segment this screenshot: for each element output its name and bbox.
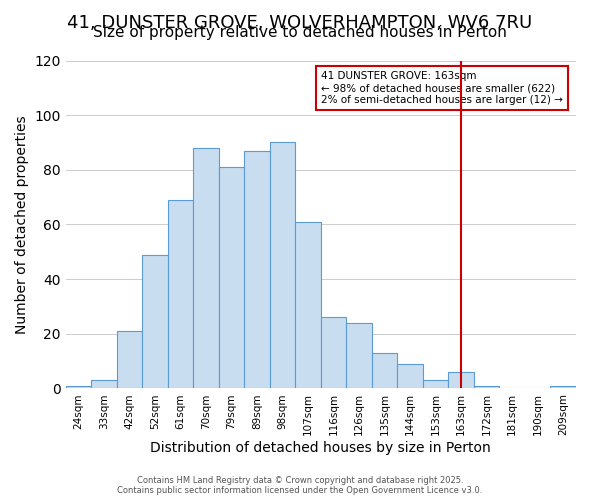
Bar [142, 254, 168, 388]
Text: 41 DUNSTER GROVE: 163sqm
← 98% of detached houses are smaller (622)
2% of semi-d: 41 DUNSTER GROVE: 163sqm ← 98% of detach… [321, 72, 563, 104]
Bar [244, 150, 270, 388]
X-axis label: Distribution of detached houses by size in Perton: Distribution of detached houses by size … [151, 441, 491, 455]
Bar [550, 386, 575, 388]
Bar [295, 222, 321, 388]
Bar [346, 323, 371, 388]
Bar [168, 200, 193, 388]
Bar [270, 142, 295, 388]
Bar [397, 364, 422, 388]
Text: Contains HM Land Registry data © Crown copyright and database right 2025.
Contai: Contains HM Land Registry data © Crown c… [118, 476, 482, 495]
Bar [91, 380, 117, 388]
Bar [321, 318, 346, 388]
Bar [473, 386, 499, 388]
Bar [66, 386, 91, 388]
Text: Size of property relative to detached houses in Perton: Size of property relative to detached ho… [93, 25, 507, 40]
Bar [448, 372, 473, 388]
Bar [193, 148, 219, 388]
Text: 41, DUNSTER GROVE, WOLVERHAMPTON, WV6 7RU: 41, DUNSTER GROVE, WOLVERHAMPTON, WV6 7R… [67, 14, 533, 32]
Y-axis label: Number of detached properties: Number of detached properties [15, 115, 29, 334]
Bar [422, 380, 448, 388]
Bar [117, 331, 142, 388]
Bar [371, 353, 397, 388]
Bar [219, 167, 244, 388]
